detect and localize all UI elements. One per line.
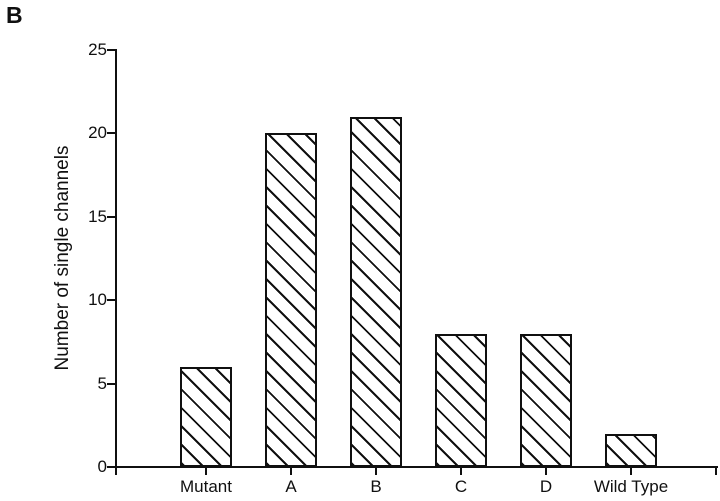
y-tick-label: 10 [88,290,107,310]
bar-b [350,116,402,467]
y-tick-label: 0 [97,457,107,476]
x-category-label: A [285,477,297,496]
bar-mutant [180,366,232,467]
y-axis-line [115,49,117,475]
y-axis-tick [107,132,115,135]
y-axis-title: Number of single channels [52,145,73,371]
x-axis-tick [545,468,547,475]
y-tick-label: 20 [88,123,107,143]
y-axis-tick [107,299,115,302]
y-axis-tick [107,49,115,51]
y-axis-tick [107,466,115,468]
panel-label: B [6,2,24,28]
y-tick-label: 25 [88,40,107,59]
bar-wild-type [605,433,657,467]
y-axis-tick [107,215,115,218]
x-axis-end-tick [715,468,717,475]
bar-c [435,333,487,467]
y-tick-label: 15 [88,206,107,226]
x-axis-tick [290,468,292,475]
bar-a [265,133,317,467]
x-category-label: Mutant [180,477,232,496]
x-axis-line [115,466,718,468]
y-axis-tick [107,382,115,385]
x-axis-tick [460,468,462,475]
bar-d [520,333,572,467]
x-axis-tick [205,468,207,475]
x-axis-tick [630,468,632,475]
x-category-label: Wild Type [593,477,669,496]
x-category-label: B [370,477,382,496]
x-category-label: D [539,477,553,496]
y-tick-label: 5 [97,373,107,393]
x-axis-tick [375,468,377,475]
x-category-label: C [454,477,468,496]
